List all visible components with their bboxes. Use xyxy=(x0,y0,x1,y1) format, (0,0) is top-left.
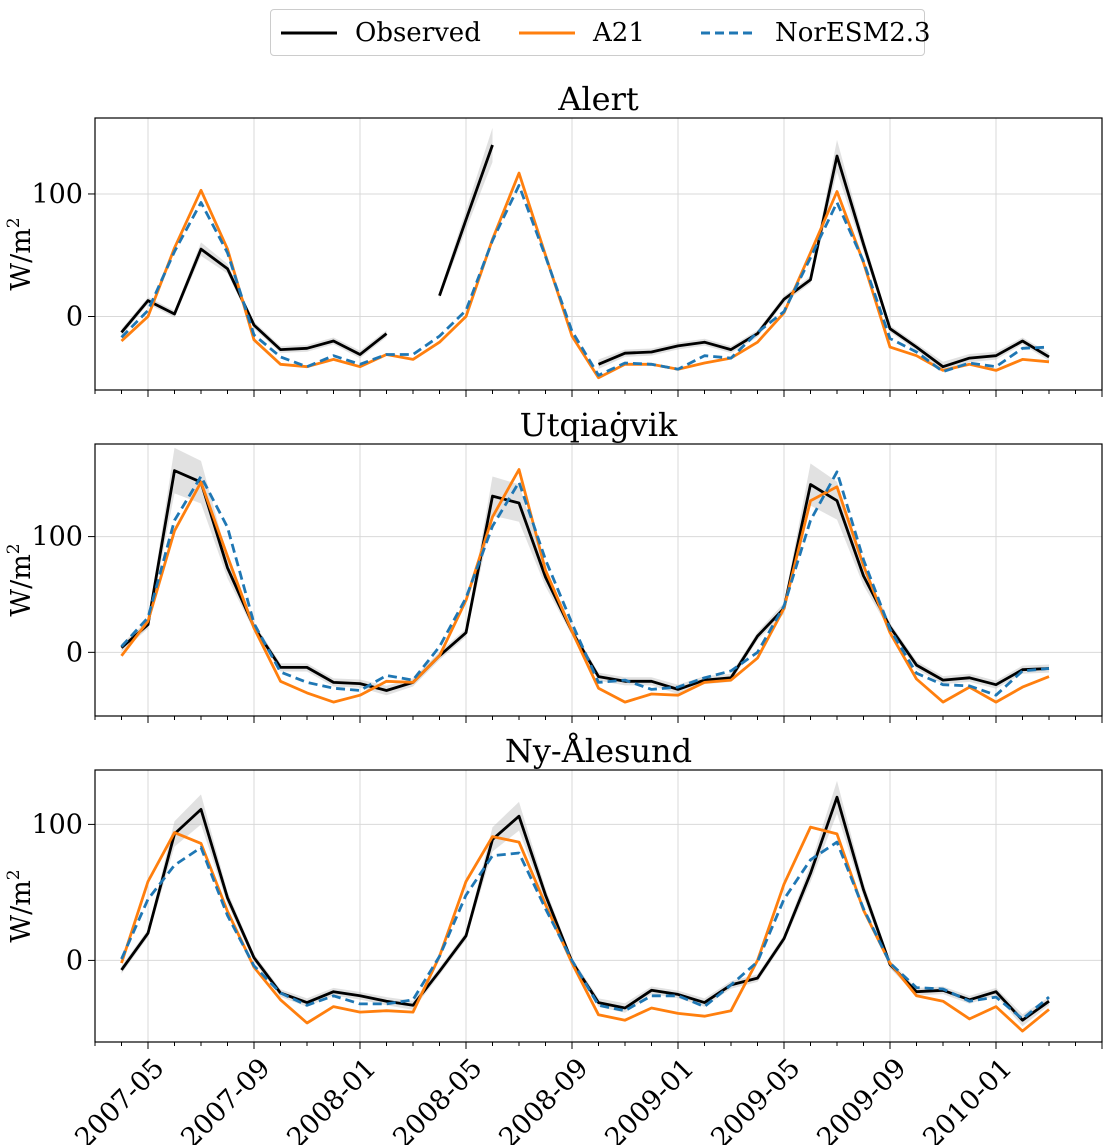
series-line-observed xyxy=(597,154,1050,369)
series-line-noresm2-3 xyxy=(120,470,1050,697)
series-line-a21 xyxy=(120,468,1050,704)
y-axis-label-base: W/m xyxy=(6,228,37,290)
series-group xyxy=(120,127,1050,380)
y-tick-label: 0 xyxy=(66,301,83,332)
legend-swatch-observed xyxy=(281,31,337,34)
series-line-a21 xyxy=(120,171,1050,380)
observed-uncertainty-band xyxy=(598,139,1049,372)
series-line-noresm2-3 xyxy=(120,183,1050,377)
legend-label-observed: Observed xyxy=(355,17,481,48)
legend: Observed A21 NorESM2.3 xyxy=(270,9,931,56)
y-tick-label: 100 xyxy=(31,522,83,553)
legend-swatch-a21 xyxy=(519,31,575,34)
y-axis-label-superscript: 2 xyxy=(4,543,24,554)
x-tick-label: 2010-01 xyxy=(917,1053,1018,1145)
y-axis-label: W/m2 xyxy=(4,869,37,942)
panel-1: 0 100 Utqiaġvik W/m2 xyxy=(4,406,1103,723)
y-axis-label: W/m2 xyxy=(4,217,37,290)
legend-label-a21: A21 xyxy=(593,17,645,48)
panel-title: Alert xyxy=(557,80,639,118)
panel-title: Utqiaġvik xyxy=(520,406,678,444)
x-tick-label: 2007-05 xyxy=(69,1053,170,1145)
x-tick-label: 2009-01 xyxy=(599,1053,700,1145)
y-axis-label-superscript: 2 xyxy=(4,217,24,228)
observed-uncertainty-band xyxy=(121,447,1049,696)
series-line-observed xyxy=(438,144,494,297)
legend-swatch-noresm xyxy=(701,31,757,34)
x-tick-label: 2008-01 xyxy=(281,1053,382,1145)
y-axis-label-base: W/m xyxy=(6,880,37,942)
x-tick-label: 2007-09 xyxy=(175,1053,276,1145)
y-tick-label: 100 xyxy=(31,179,83,210)
legend-label-noresm: NorESM2.3 xyxy=(775,17,931,48)
x-tick-label: 2009-05 xyxy=(705,1053,806,1145)
legend-item-a21: A21 xyxy=(519,10,645,55)
legend-item-observed: Observed xyxy=(281,10,481,55)
x-tick-label: 2009-09 xyxy=(811,1053,912,1145)
y-tick-label: 0 xyxy=(66,637,83,668)
series-line-a21 xyxy=(120,825,1050,1033)
y-axis-label: W/m2 xyxy=(4,543,37,616)
y-axis-label-superscript: 2 xyxy=(4,869,24,880)
y-tick-label: 0 xyxy=(66,945,83,976)
panel-0: 0 100 Alert W/m2 xyxy=(4,80,1103,397)
axes-frame xyxy=(94,117,1103,391)
panel-title: Ny-Ålesund xyxy=(505,732,692,770)
series-group xyxy=(120,447,1050,704)
series-line-noresm2-3 xyxy=(120,840,1050,1021)
x-tick-label: 2008-09 xyxy=(493,1053,594,1145)
x-tick-label: 2008-05 xyxy=(387,1053,488,1145)
series-line-observed xyxy=(120,247,388,356)
y-tick-label: 100 xyxy=(31,809,83,840)
y-axis-label-base: W/m xyxy=(6,554,37,616)
legend-item-noresm: NorESM2.3 xyxy=(701,10,931,55)
series-group xyxy=(120,780,1050,1033)
